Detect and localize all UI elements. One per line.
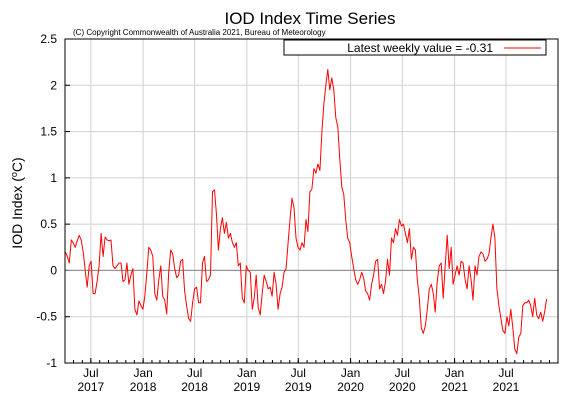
y-tick-label: 2 bbox=[50, 78, 57, 92]
y-axis-label: IOD Index (oC) bbox=[9, 157, 25, 248]
x-tick-label-month: Jul bbox=[83, 366, 98, 380]
copyright-notice: (C) Copyright Commonwealth of Australia … bbox=[73, 28, 326, 37]
y-axis-label-unit: C) bbox=[9, 157, 25, 172]
x-tick-label-year: 2021 bbox=[493, 380, 520, 394]
y-tick-label: 0.5 bbox=[40, 217, 57, 231]
x-tick-label-month: Jul bbox=[395, 366, 410, 380]
x-tick-label-year: 2020 bbox=[389, 380, 416, 394]
x-tick-label-month: Jan bbox=[237, 366, 256, 380]
y-tick-label: 1.5 bbox=[40, 125, 57, 139]
legend: Latest weekly value = -0.31 bbox=[283, 39, 547, 56]
plot-frame bbox=[64, 38, 559, 364]
x-tick-label-month: Jan bbox=[133, 366, 152, 380]
x-tick-label-year: 2017 bbox=[78, 380, 105, 394]
x-tick-label-year: 2018 bbox=[181, 380, 208, 394]
x-tick-label-year: 2021 bbox=[441, 380, 468, 394]
x-tick-label-year: 2019 bbox=[285, 380, 312, 394]
y-axis-ticks: -1 -0.5 0 0.5 1 1.5 2 2.5 bbox=[36, 32, 70, 370]
plot-area bbox=[65, 39, 558, 363]
series-line-iod bbox=[64, 69, 548, 355]
x-tick-label-month: Jul bbox=[498, 366, 513, 380]
x-tick-label-month: Jan bbox=[445, 366, 464, 380]
x-tick-label-month: Jul bbox=[187, 366, 202, 380]
legend-box bbox=[283, 39, 547, 56]
x-tick-label-year: 2020 bbox=[337, 380, 364, 394]
y-axis-label-degree: o bbox=[9, 172, 19, 177]
legend-label: Latest weekly value = -0.31 bbox=[347, 41, 493, 55]
y-tick-label: -0.5 bbox=[36, 310, 57, 324]
y-tick-label: 1 bbox=[50, 171, 57, 185]
x-tick-label-month: Jul bbox=[291, 366, 306, 380]
x-tick-label-month: Jan bbox=[341, 366, 360, 380]
y-tick-label: 2.5 bbox=[40, 32, 57, 46]
x-tick-label-year: 2018 bbox=[130, 380, 157, 394]
y-axis-label-main: IOD Index ( bbox=[9, 177, 25, 249]
x-tick-label-year: 2019 bbox=[234, 380, 261, 394]
x-axis-ticks: Jul2017Jan2018Jul2018Jan2019Jul2019Jan20… bbox=[64, 358, 550, 394]
y-tick-label: 0 bbox=[50, 263, 57, 277]
y-tick-label: -1 bbox=[46, 356, 57, 370]
chart-title: IOD Index Time Series bbox=[224, 9, 395, 28]
